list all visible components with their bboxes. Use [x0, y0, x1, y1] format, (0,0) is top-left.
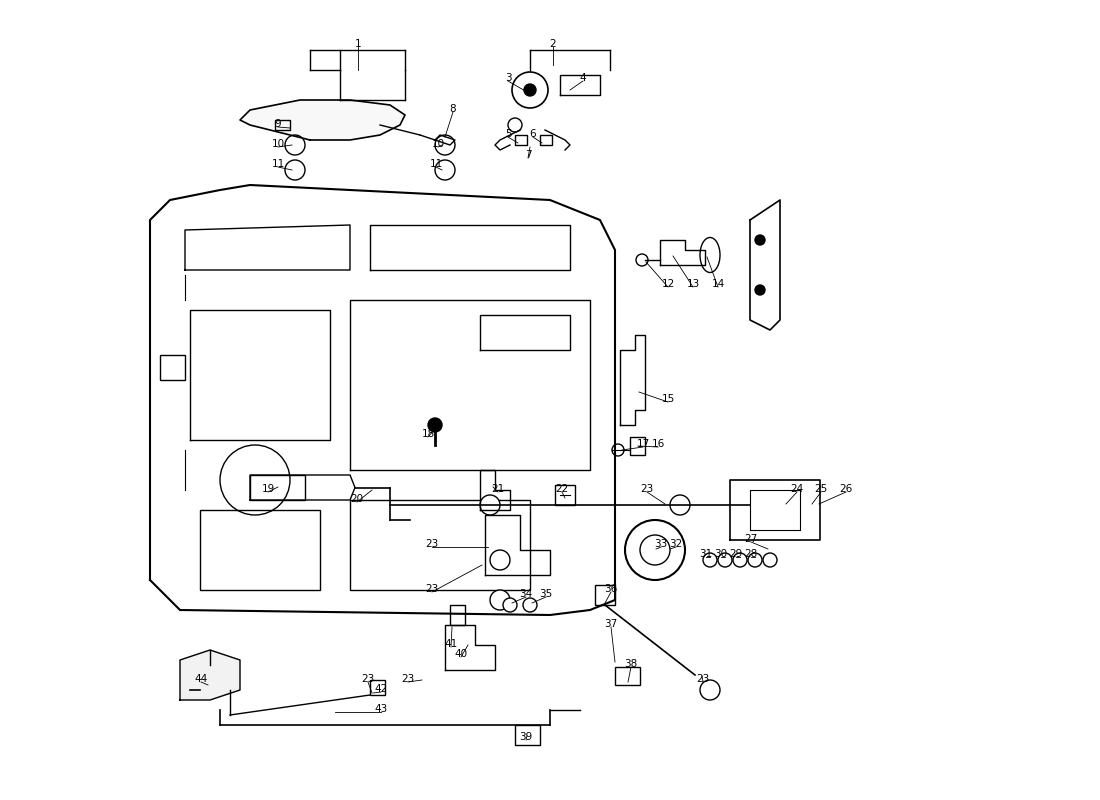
Text: 35: 35	[539, 589, 552, 599]
Text: 23: 23	[640, 484, 653, 494]
Text: 19: 19	[262, 484, 275, 494]
Text: 11: 11	[429, 159, 442, 169]
Text: 39: 39	[519, 732, 532, 742]
Text: 38: 38	[625, 659, 638, 669]
Text: 27: 27	[745, 534, 758, 544]
Text: 20: 20	[351, 494, 364, 504]
Text: 31: 31	[700, 549, 713, 559]
Bar	[595, 585, 615, 605]
Bar	[556, 485, 575, 505]
Circle shape	[700, 680, 720, 700]
Circle shape	[285, 160, 305, 180]
Circle shape	[512, 72, 548, 108]
Circle shape	[428, 418, 442, 432]
Text: 4: 4	[580, 73, 586, 83]
Circle shape	[636, 254, 648, 266]
Text: 40: 40	[454, 649, 467, 659]
Polygon shape	[240, 100, 405, 140]
Circle shape	[524, 84, 536, 96]
Bar	[540, 135, 552, 145]
Text: 28: 28	[745, 549, 758, 559]
Text: 41: 41	[444, 639, 458, 649]
Circle shape	[625, 520, 685, 580]
Bar	[615, 667, 640, 685]
Text: 36: 36	[604, 584, 617, 594]
Circle shape	[508, 118, 522, 132]
Circle shape	[522, 598, 537, 612]
Text: 10: 10	[272, 139, 285, 149]
Text: 37: 37	[604, 619, 617, 629]
Circle shape	[703, 553, 717, 567]
Bar	[370, 680, 385, 695]
Text: 5: 5	[505, 129, 512, 139]
Text: 23: 23	[426, 584, 439, 594]
Text: 43: 43	[374, 704, 387, 714]
Circle shape	[763, 553, 777, 567]
Text: 23: 23	[402, 674, 415, 684]
Text: 22: 22	[556, 484, 569, 494]
Text: 30: 30	[714, 549, 727, 559]
Bar	[275, 120, 290, 130]
Text: 26: 26	[839, 484, 853, 494]
Text: 9: 9	[275, 119, 282, 129]
Text: 33: 33	[654, 539, 668, 549]
Text: 3: 3	[505, 73, 512, 83]
Text: 34: 34	[519, 589, 532, 599]
Text: 23: 23	[696, 674, 710, 684]
Text: 15: 15	[661, 394, 674, 404]
Text: 17: 17	[637, 439, 650, 449]
Text: 14: 14	[712, 279, 725, 289]
Polygon shape	[180, 650, 240, 700]
Text: 18: 18	[421, 429, 434, 439]
Text: 7: 7	[525, 150, 531, 160]
Circle shape	[670, 495, 690, 515]
Circle shape	[490, 590, 510, 610]
Circle shape	[434, 160, 455, 180]
Text: 11: 11	[272, 159, 285, 169]
Text: 8: 8	[450, 104, 456, 114]
Text: 21: 21	[492, 484, 505, 494]
Circle shape	[612, 444, 624, 456]
Text: 12: 12	[661, 279, 674, 289]
Bar	[515, 135, 527, 145]
Circle shape	[285, 135, 305, 155]
Bar	[350, 500, 530, 590]
Bar	[160, 355, 185, 380]
Text: 23: 23	[362, 674, 375, 684]
Bar	[630, 437, 645, 455]
Text: 24: 24	[791, 484, 804, 494]
Circle shape	[755, 285, 764, 295]
Circle shape	[490, 550, 510, 570]
Circle shape	[434, 135, 455, 155]
Text: 16: 16	[651, 439, 664, 449]
Text: 25: 25	[814, 484, 827, 494]
Bar	[200, 510, 320, 590]
Text: 13: 13	[686, 279, 700, 289]
Circle shape	[748, 553, 762, 567]
Bar	[250, 475, 305, 500]
Circle shape	[480, 495, 501, 515]
Circle shape	[718, 553, 732, 567]
Circle shape	[503, 598, 517, 612]
Text: 2: 2	[550, 39, 557, 49]
Bar	[515, 725, 540, 745]
Bar	[450, 605, 465, 625]
Circle shape	[220, 445, 290, 515]
Circle shape	[640, 535, 670, 565]
Circle shape	[755, 235, 764, 245]
Text: 44: 44	[195, 674, 208, 684]
Circle shape	[733, 553, 747, 567]
Text: 29: 29	[729, 549, 743, 559]
Text: 42: 42	[374, 684, 387, 694]
Text: 10: 10	[431, 139, 444, 149]
Text: 6: 6	[530, 129, 537, 139]
Text: 32: 32	[670, 539, 683, 549]
Text: 23: 23	[426, 539, 439, 549]
Text: 1: 1	[354, 39, 361, 49]
